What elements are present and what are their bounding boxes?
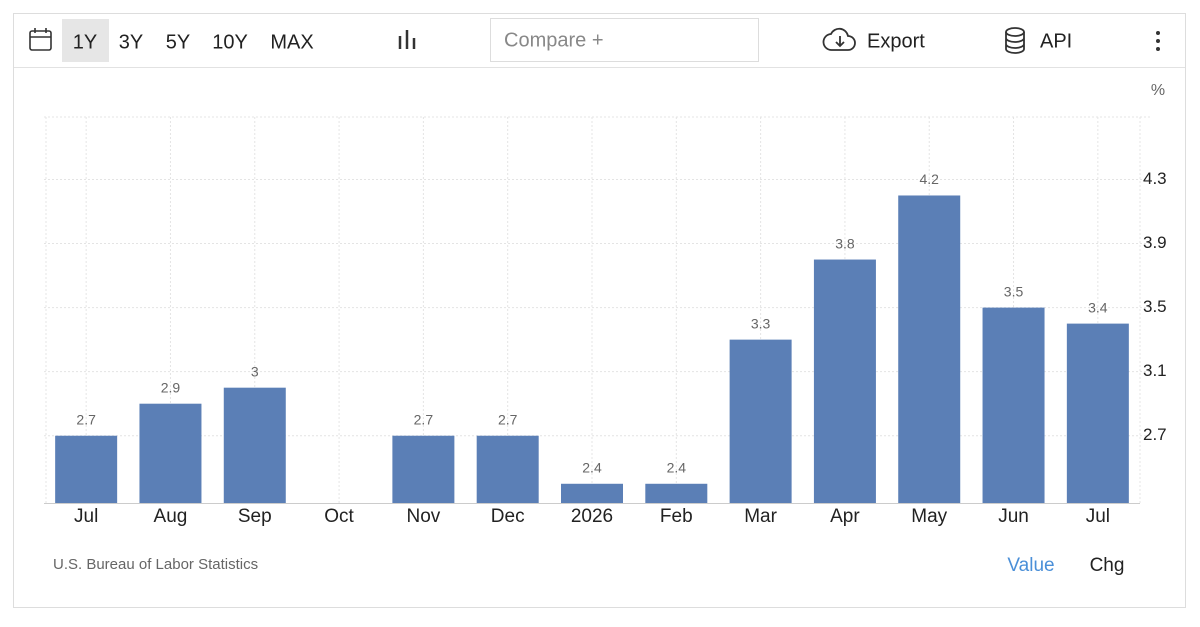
range-button[interactable]: 5Y: [166, 31, 190, 53]
bar: [561, 483, 623, 503]
y-tick-label: 3.9: [1143, 233, 1167, 252]
x-tick-label: Oct: [324, 506, 354, 527]
range-button[interactable]: 10Y: [212, 31, 248, 53]
data-label: 2.7: [414, 411, 434, 427]
compare-placeholder: Compare +: [504, 29, 604, 51]
chart-type-icon[interactable]: [398, 30, 416, 49]
data-label: 3.5: [1004, 283, 1024, 299]
x-tick-label: Sep: [238, 506, 272, 527]
compare-input[interactable]: [490, 18, 759, 62]
data-label: 3: [251, 363, 259, 379]
y-tick-label: 3.1: [1143, 361, 1167, 380]
data-label: 3.3: [751, 315, 771, 331]
x-tick-label: May: [911, 506, 947, 527]
bar: [55, 435, 118, 503]
export-icon[interactable]: [822, 27, 856, 51]
y-tick-label: 3.5: [1143, 297, 1167, 316]
x-tick-label: Apr: [830, 506, 860, 527]
range-button[interactable]: MAX: [270, 31, 313, 53]
range-selected-bg: [62, 19, 109, 62]
x-tick-label: Feb: [660, 506, 693, 527]
data-label: 2.4: [667, 459, 687, 475]
data-label: 4.2: [919, 171, 939, 187]
data-label: 2.4: [582, 459, 602, 475]
range-button[interactable]: 3Y: [119, 31, 143, 53]
y-tick-label: 4.3: [1143, 169, 1167, 188]
x-tick-label: Nov: [406, 506, 440, 527]
menu-icon[interactable]: [1156, 31, 1160, 51]
data-label: 2.7: [498, 411, 518, 427]
x-tick-label: 2026: [571, 506, 613, 527]
bar: [392, 435, 455, 503]
data-label: 3.8: [835, 235, 855, 251]
x-tick-label: Jun: [998, 506, 1029, 527]
x-tick-label: Dec: [491, 506, 525, 527]
calendar-icon[interactable]: [29, 28, 52, 51]
x-tick-label: Mar: [744, 506, 777, 527]
y-tick-label: 2.7: [1143, 425, 1167, 444]
bar: [1066, 323, 1129, 503]
bar: [476, 435, 539, 503]
x-tick-label: Aug: [154, 506, 188, 527]
bar: [223, 387, 286, 503]
bar: [982, 307, 1045, 503]
api-button[interactable]: API: [1040, 30, 1072, 52]
data-label: 2.9: [161, 379, 181, 395]
bar: [139, 403, 202, 503]
api-icon[interactable]: [1005, 27, 1025, 54]
x-tick-label: Jul: [74, 506, 98, 527]
data-label: 2.7: [76, 411, 96, 427]
x-tick-label: Jul: [1086, 506, 1110, 527]
bar: [729, 339, 792, 503]
bar: [898, 195, 961, 503]
chg-toggle[interactable]: Chg: [1090, 555, 1125, 576]
range-button[interactable]: 1Y: [73, 31, 97, 53]
unit-label: %: [1151, 82, 1165, 99]
source: U.S. Bureau of Labor Statistics: [53, 556, 258, 573]
bar: [813, 259, 876, 503]
bar: [645, 483, 708, 503]
data-label: 3.4: [1088, 299, 1108, 315]
value-toggle[interactable]: Value: [1007, 555, 1054, 576]
export-button[interactable]: Export: [867, 30, 925, 52]
